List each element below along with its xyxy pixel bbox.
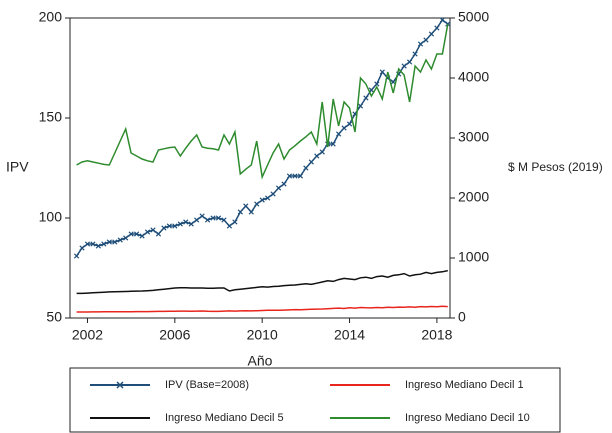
point-marker	[95, 243, 102, 249]
point-marker	[363, 95, 369, 101]
legend-label: Ingreso Mediano Decil 1	[405, 379, 524, 391]
point-marker	[84, 241, 91, 247]
point-marker	[106, 239, 112, 245]
point-marker	[210, 215, 216, 221]
point-marker	[150, 227, 156, 233]
x-tick-label: 2018	[421, 327, 452, 343]
point-marker	[412, 51, 418, 57]
x-tick-label: 2014	[334, 327, 365, 343]
point-marker	[248, 209, 254, 215]
x-tick-label: 2006	[159, 327, 190, 343]
x-axis-label: Año	[248, 353, 273, 369]
point-marker	[335, 131, 342, 137]
point-marker	[226, 223, 233, 229]
point-marker	[423, 37, 429, 43]
y-tick-label: 200	[39, 9, 63, 25]
point-marker	[101, 241, 107, 247]
y2-tick-label: 4000	[458, 69, 489, 85]
series-line	[76, 305, 448, 313]
legend-box	[69, 367, 561, 433]
point-marker	[161, 225, 167, 231]
point-marker	[406, 59, 413, 65]
point-marker	[319, 149, 325, 155]
point-marker	[270, 191, 276, 197]
point-marker	[445, 21, 451, 27]
point-marker	[292, 173, 298, 179]
point-marker	[204, 217, 211, 223]
point-marker	[428, 31, 435, 37]
point-marker	[215, 215, 222, 221]
y-tick-label: 100	[39, 209, 63, 225]
point-marker	[155, 231, 162, 237]
y-axis-label: IPV	[6, 159, 29, 175]
legend-label: Ingreso Mediano Decil 5	[165, 412, 284, 424]
point-marker	[139, 233, 145, 239]
point-marker	[357, 103, 364, 109]
point-marker	[90, 241, 96, 247]
point-marker	[117, 237, 123, 243]
point-marker	[166, 223, 172, 229]
x-tick-label: 2010	[247, 327, 278, 343]
x-tick-label: 2002	[72, 327, 103, 343]
point-marker	[73, 253, 80, 259]
point-marker	[183, 219, 189, 225]
point-marker	[265, 195, 271, 201]
point-marker	[172, 223, 178, 229]
legend-marker	[116, 381, 124, 389]
point-marker	[275, 185, 282, 191]
point-marker	[281, 181, 287, 187]
point-marker	[177, 221, 183, 227]
point-marker	[194, 217, 200, 223]
point-marker	[341, 125, 347, 131]
y2-tick-label: 1000	[458, 249, 489, 265]
plot-frame	[69, 17, 451, 319]
point-marker	[133, 231, 140, 237]
point-marker	[144, 229, 151, 235]
point-marker	[237, 209, 243, 215]
legend-label: Ingreso Mediano Decil 10	[405, 412, 530, 424]
point-marker	[286, 173, 293, 179]
point-marker	[379, 69, 385, 75]
point-marker	[314, 153, 320, 159]
point-marker	[303, 165, 309, 171]
point-marker	[243, 203, 249, 209]
y2-tick-label: 3000	[458, 129, 489, 145]
point-marker	[254, 201, 260, 207]
point-marker	[308, 159, 314, 165]
point-marker	[128, 231, 134, 237]
point-marker	[374, 81, 380, 87]
point-marker	[330, 141, 336, 147]
y2-tick-label: 0	[458, 309, 466, 325]
point-marker	[259, 197, 265, 203]
y-tick-label: 150	[39, 109, 63, 125]
point-marker	[297, 173, 304, 179]
point-marker	[221, 217, 227, 223]
series-line	[76, 269, 448, 295]
point-marker	[199, 213, 205, 219]
point-marker	[123, 235, 129, 241]
point-marker	[188, 221, 194, 227]
point-marker	[417, 41, 424, 47]
point-marker	[112, 239, 118, 245]
point-marker	[79, 245, 85, 251]
legend-label: IPV (Base=2008)	[165, 379, 249, 391]
point-marker	[434, 25, 440, 31]
point-marker	[439, 17, 445, 23]
y2-axis-label: $ M Pesos (2019)	[508, 160, 603, 174]
series-line	[76, 23, 449, 180]
point-marker	[346, 121, 353, 127]
y2-tick-label: 2000	[458, 189, 489, 205]
y-tick-label: 50	[46, 309, 62, 325]
point-marker	[232, 219, 238, 225]
series-line	[75, 18, 449, 257]
point-marker	[401, 63, 407, 69]
y2-tick-label: 5000	[458, 9, 489, 25]
